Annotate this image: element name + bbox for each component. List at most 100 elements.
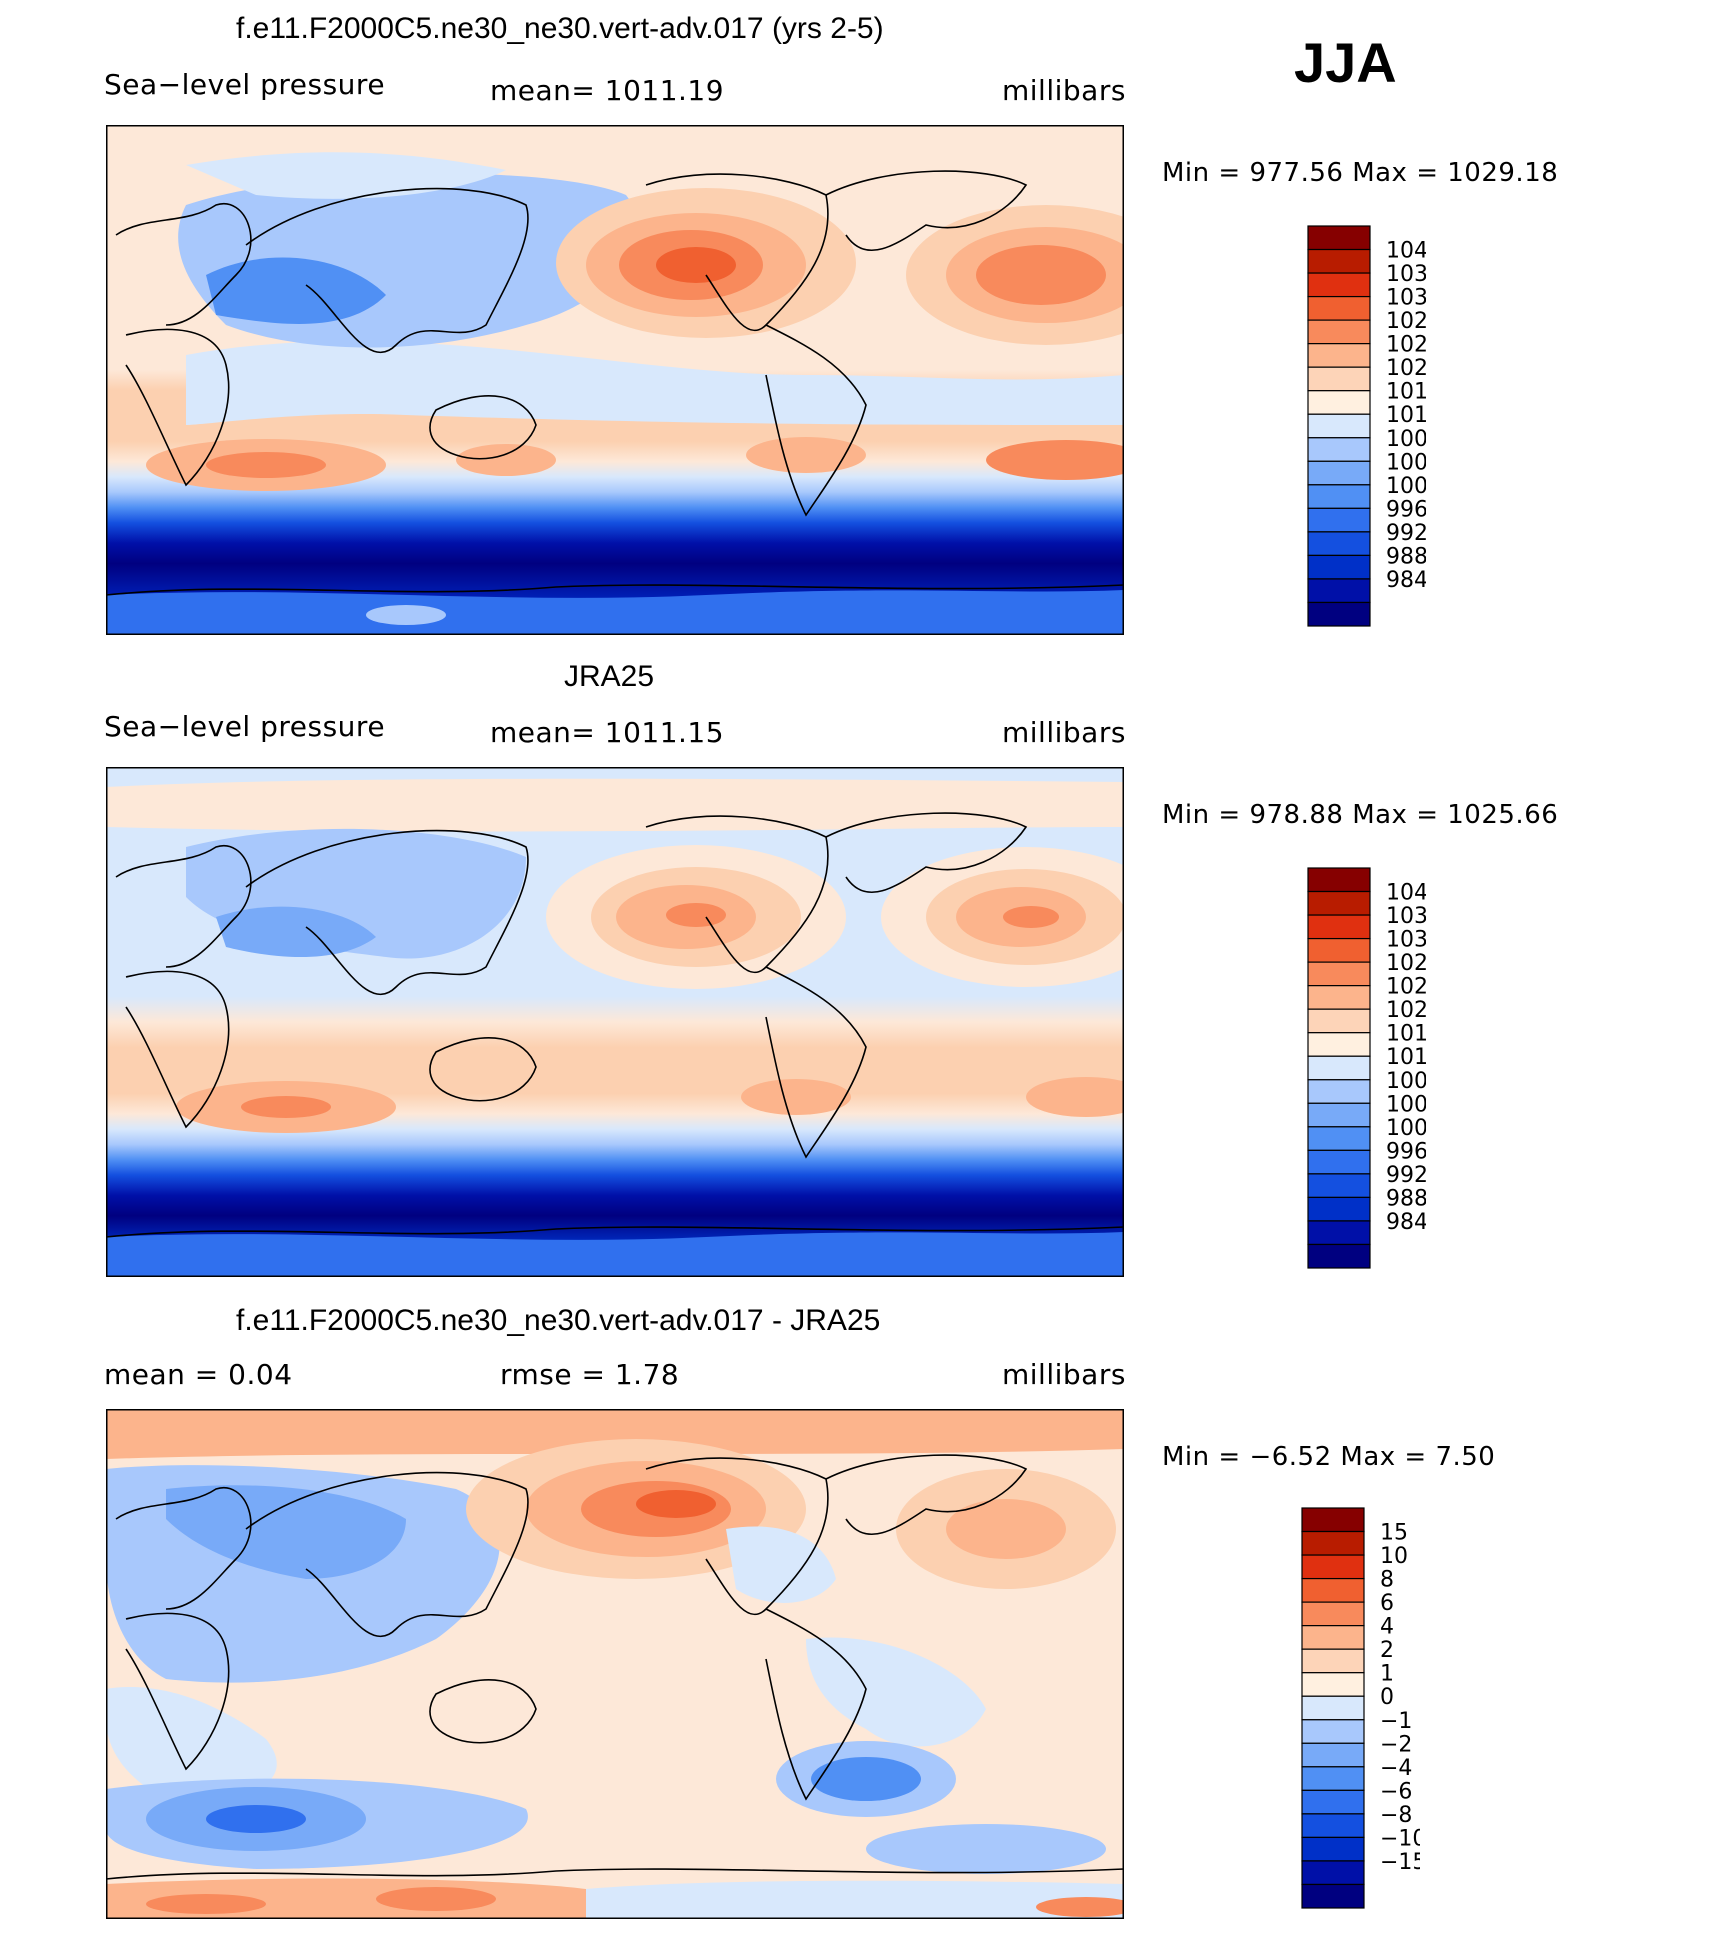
panel-3-title: f.e11.F2000C5.ne30_ne30.vert-adv.017 - J… xyxy=(236,1304,881,1337)
colorbar-swatch xyxy=(1307,272,1371,298)
panel-3-map xyxy=(106,1409,1124,1919)
colorbar-tick-label: 988 xyxy=(1386,544,1426,569)
colorbar-tick-label: 1028 xyxy=(1386,309,1426,334)
colorbar-tick-label: 4 xyxy=(1380,1615,1394,1640)
colorbar-tick-label: 1024 xyxy=(1386,333,1426,358)
panel-1-variable-label: Sea−level pressure xyxy=(104,68,386,101)
colorbar-swatch xyxy=(1307,1196,1371,1222)
colorbar-tick-label: 2 xyxy=(1380,1638,1394,1663)
colorbar-tick-label: 1 xyxy=(1380,1662,1394,1687)
colorbar-swatch xyxy=(1307,985,1371,1010)
colorbar-swatch xyxy=(1307,343,1371,368)
colorbar-swatch xyxy=(1307,890,1371,916)
colorbar-tick-label: 992 xyxy=(1386,521,1426,546)
colorbar-swatch xyxy=(1307,1032,1371,1057)
colorbar-tick-label: −8 xyxy=(1380,1803,1412,1828)
panel-3-units-label: millibars xyxy=(1002,1358,1126,1391)
colorbar-tick-label: 984 xyxy=(1386,1210,1426,1235)
colorbar-swatch xyxy=(1307,390,1371,415)
colorbar-swatch xyxy=(1301,1813,1365,1839)
colorbar-tick-label: 1040 xyxy=(1386,881,1426,906)
panel-1-contour-plot xyxy=(106,125,1124,635)
colorbar-tick-label: −2 xyxy=(1380,1732,1412,1757)
colorbar-swatch xyxy=(1301,1789,1365,1815)
colorbar-tick-label: 1016 xyxy=(1386,1022,1426,1047)
colorbar-swatch xyxy=(1307,531,1371,557)
panel-2-variable-label: Sea−level pressure xyxy=(104,710,386,743)
colorbar-swatch xyxy=(1307,1149,1371,1175)
colorbar-swatch xyxy=(1307,1243,1371,1269)
colorbar-swatch xyxy=(1301,1883,1365,1909)
colorbar-tick-label: 15 xyxy=(1380,1521,1408,1546)
panel-1-map xyxy=(106,125,1124,635)
colorbar-tick-label: 1032 xyxy=(1386,286,1426,311)
panel-2-title: JRA25 xyxy=(564,660,655,693)
colorbar-swatch xyxy=(1307,867,1371,893)
colorbar-tick-label: 1036 xyxy=(1386,262,1426,287)
panel-3-colorbar: 15 10 8 6 4 2 1 0 −1 −2 −4 −6 −8 −10 −15 xyxy=(1300,1506,1426,1916)
colorbar-swatch xyxy=(1307,914,1371,940)
colorbar-tick-label: 984 xyxy=(1386,568,1426,593)
panel-2-colorbar-svg: 1040103610321028102410201016101210081004… xyxy=(1307,867,1442,1269)
colorbar-tick-label: 1008 xyxy=(1386,1069,1426,1094)
colorbar-tick-label: −6 xyxy=(1380,1779,1412,1804)
colorbar-swatch xyxy=(1307,601,1371,627)
colorbar-tick-label: 1000 xyxy=(1386,474,1426,499)
colorbar-swatch xyxy=(1307,937,1371,963)
colorbar-tick-label: 988 xyxy=(1386,1186,1426,1211)
colorbar-swatch xyxy=(1301,1719,1365,1744)
colorbar-tick-label: −4 xyxy=(1380,1756,1412,1781)
colorbar-swatch xyxy=(1307,961,1371,987)
panel-1-mean-label: mean= 1011.19 xyxy=(490,74,725,107)
colorbar-tick-label: 1040 xyxy=(1386,239,1426,264)
colorbar-tick-label: 996 xyxy=(1386,1139,1426,1164)
colorbar-swatch xyxy=(1307,437,1371,462)
colorbar-tick-label: 1000 xyxy=(1386,1116,1426,1141)
panel-1-colorbar-svg: 1040103610321028102410201016101210081004… xyxy=(1307,225,1442,627)
colorbar-swatch xyxy=(1307,578,1371,604)
colorbar-swatch xyxy=(1307,366,1371,392)
panel-1-title: f.e11.F2000C5.ne30_ne30.vert-adv.017 (yr… xyxy=(236,12,884,45)
panel-3-rmse-label: rmse = 1.78 xyxy=(500,1358,680,1391)
colorbar-swatch xyxy=(1307,1008,1371,1034)
colorbar-swatch xyxy=(1307,484,1371,509)
colorbar-tick-label: 1012 xyxy=(1386,403,1426,428)
colorbar-tick-label: −15 xyxy=(1380,1850,1420,1875)
colorbar-swatch xyxy=(1301,1625,1365,1650)
colorbar-swatch xyxy=(1301,1766,1365,1791)
colorbar-swatch xyxy=(1307,319,1371,345)
colorbar-swatch xyxy=(1301,1672,1365,1697)
panel-2-colorbar: 1040103610321028102410201016101210081004… xyxy=(1306,866,1442,1276)
colorbar-swatch xyxy=(1307,1079,1371,1104)
colorbar-tick-label: 992 xyxy=(1386,1163,1426,1188)
colorbar-swatch xyxy=(1301,1601,1365,1627)
colorbar-tick-label: 1024 xyxy=(1386,975,1426,1000)
colorbar-tick-label: 1020 xyxy=(1386,998,1426,1023)
colorbar-tick-label: 1012 xyxy=(1386,1045,1426,1070)
colorbar-swatch xyxy=(1307,1220,1371,1246)
colorbar-swatch xyxy=(1307,225,1371,251)
colorbar-tick-label: 1036 xyxy=(1386,904,1426,929)
panel-2-units-label: millibars xyxy=(1002,716,1126,749)
panel-2-minmax: Min = 978.88 Max = 1025.66 xyxy=(1162,800,1559,830)
colorbar-swatch xyxy=(1307,248,1371,274)
season-label: JJA xyxy=(1294,31,1397,94)
colorbar-swatch xyxy=(1301,1577,1365,1603)
colorbar-tick-label: −1 xyxy=(1380,1709,1412,1734)
colorbar-swatch xyxy=(1307,1173,1371,1199)
panel-1-minmax: Min = 977.56 Max = 1029.18 xyxy=(1162,158,1559,188)
colorbar-swatch xyxy=(1301,1836,1365,1862)
panel-2-mean-label: mean= 1011.15 xyxy=(490,716,725,749)
panel-3-mean-label: mean = 0.04 xyxy=(104,1358,293,1391)
colorbar-tick-label: 1028 xyxy=(1386,951,1426,976)
colorbar-tick-label: −10 xyxy=(1380,1826,1420,1851)
colorbar-tick-label: 1020 xyxy=(1386,356,1426,381)
colorbar-swatch xyxy=(1301,1648,1365,1674)
colorbar-tick-label: 1008 xyxy=(1386,427,1426,452)
panel-2-map xyxy=(106,767,1124,1277)
colorbar-tick-label: 996 xyxy=(1386,497,1426,522)
colorbar-swatch xyxy=(1301,1860,1365,1886)
colorbar-tick-label: 8 xyxy=(1380,1568,1394,1593)
panel-1-units-label: millibars xyxy=(1002,74,1126,107)
